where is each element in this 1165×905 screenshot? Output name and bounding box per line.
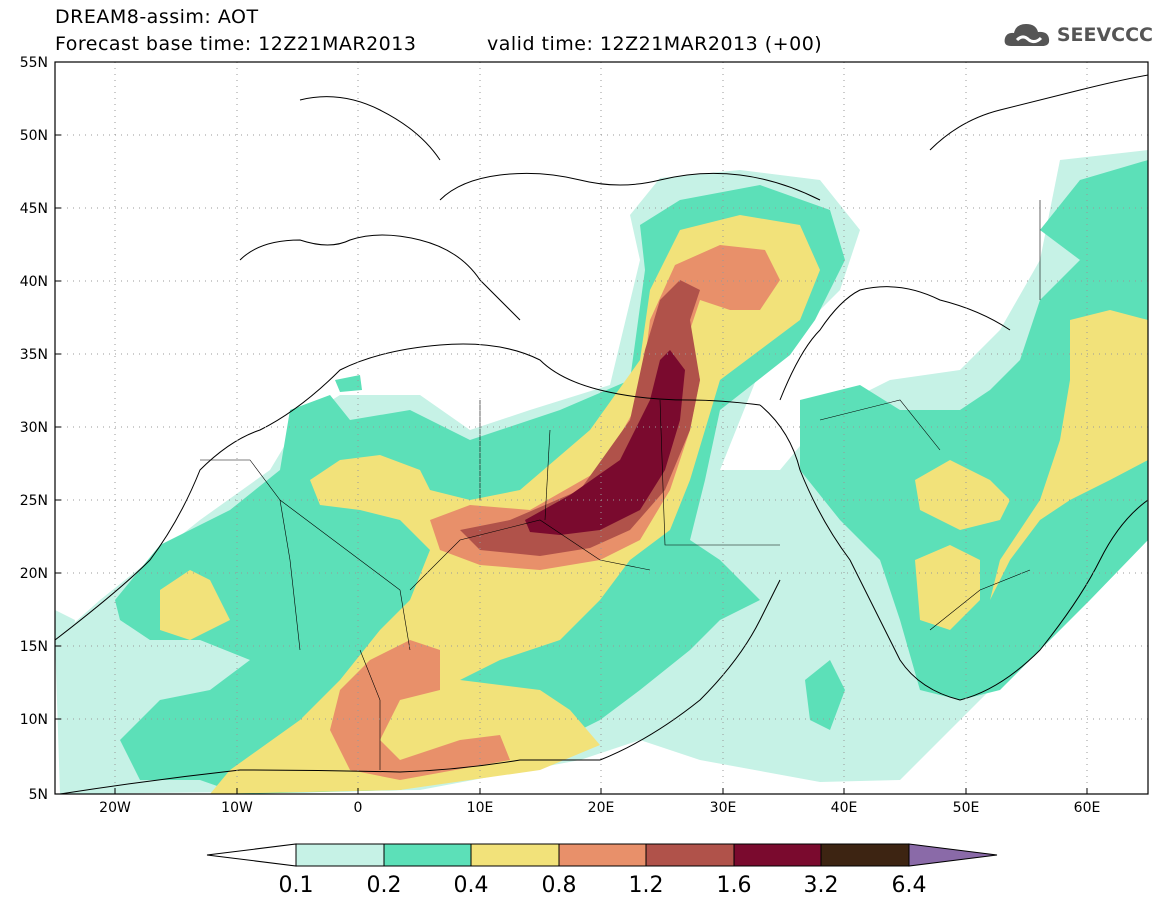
colorbar-under — [206, 843, 297, 867]
lon-label: 10E — [467, 800, 494, 816]
colorbar-bin-0.4 — [470, 843, 560, 867]
country-borders — [200, 200, 1041, 770]
lon-label: 0 — [354, 800, 363, 816]
colorbar-label: 3.2 — [804, 873, 839, 898]
lat-label: 30N — [20, 420, 48, 436]
lat-label: 45N — [20, 201, 48, 217]
tick-marks — [55, 61, 1088, 795]
logo-text: SEEVCCC — [1056, 24, 1153, 46]
lat-label: 55N — [20, 55, 48, 71]
lon-label: 40E — [831, 800, 858, 816]
title-line-1: DREAM8-assim: AOT — [55, 6, 259, 28]
lon-label: 10W — [221, 800, 253, 816]
colorbar-label: 6.4 — [892, 873, 927, 898]
lat-label: 40N — [20, 274, 48, 290]
seevccc-logo: SEEVCCC — [1003, 20, 1153, 50]
colorbar-bin-1.2 — [645, 843, 735, 867]
lat-label: 20N — [20, 566, 48, 582]
lat-label: 35N — [20, 347, 48, 363]
colorbar-label: 1.6 — [717, 873, 752, 898]
colorbar-over — [908, 843, 998, 867]
colorbar-label: 1.2 — [629, 873, 664, 898]
lon-label: 30E — [710, 800, 737, 816]
lat-label: 10N — [20, 712, 48, 728]
colorbar-label: 0.4 — [454, 873, 489, 898]
lon-label: 60E — [1074, 800, 1101, 816]
colorbar-label: 0.8 — [542, 873, 577, 898]
cloud-icon — [1004, 24, 1049, 46]
lon-label: 50E — [953, 800, 980, 816]
colorbar-bin-0.8 — [558, 843, 647, 867]
aot-level-1.6 — [525, 350, 685, 535]
lat-label: 5N — [29, 787, 48, 803]
colorbar — [206, 843, 998, 867]
lat-label: 25N — [20, 493, 48, 509]
colorbar-label: 0.1 — [279, 873, 314, 898]
colorbar-bin-3.2 — [820, 843, 910, 867]
lon-labels: 20W 10W 0 10E 20E 30E 40E 50E 60E — [99, 800, 1100, 816]
lat-label: 50N — [20, 128, 48, 144]
coastlines — [55, 74, 1148, 794]
lon-label: 20W — [99, 800, 131, 816]
lat-label: 15N — [20, 639, 48, 655]
title-line-3: valid time: 12Z21MAR2013 (+00) — [487, 33, 823, 55]
colorbar-bin-1.6 — [733, 843, 822, 867]
title-line-2: Forecast base time: 12Z21MAR2013 — [55, 33, 417, 55]
colorbar-bin-0.2 — [383, 843, 472, 867]
colorbar-label: 0.2 — [367, 873, 402, 898]
colorbar-bin-0.1 — [295, 843, 385, 867]
graticule — [55, 62, 1148, 794]
colorbar-labels: 0.1 0.2 0.4 0.8 1.2 1.6 3.2 6.4 — [279, 873, 927, 898]
lat-labels: 5N 10N 15N 20N 25N 30N 35N 40N 45N 50N 5… — [20, 55, 48, 803]
lon-label: 20E — [588, 800, 615, 816]
